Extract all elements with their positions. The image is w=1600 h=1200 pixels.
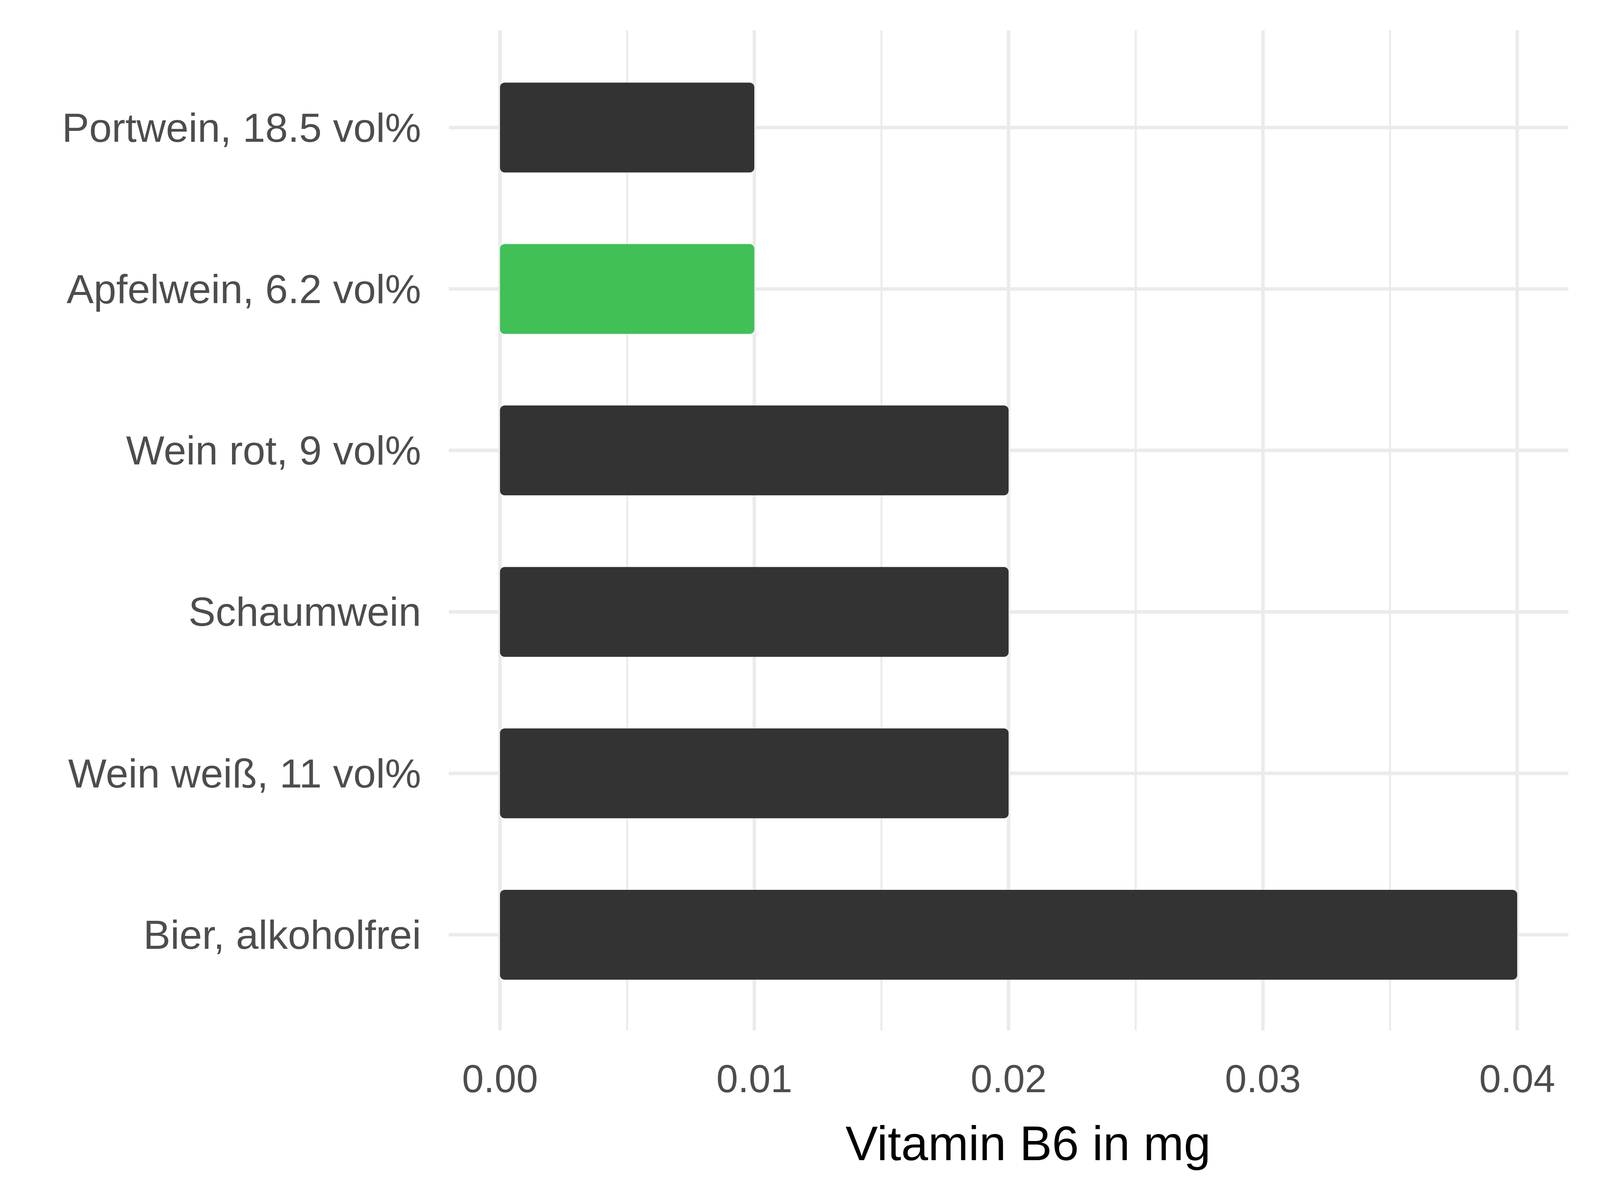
grid-line: [1007, 30, 1011, 1031]
grid-line: [498, 30, 502, 1031]
grid-line: [1261, 30, 1265, 1031]
tick-label: 0.03: [1225, 1056, 1302, 1101]
axis-title: Vitamin B6 in mg: [845, 1116, 1211, 1171]
bar: [500, 82, 755, 173]
tick-label: 0.00: [462, 1056, 539, 1101]
chart-svg: Portwein, 18.5 vol% Apfelwein, 6.2 vol% We…: [0, 0, 1600, 1200]
grid-line: [1515, 30, 1520, 1031]
bar: [500, 405, 1009, 496]
minor-grid-line: [1134, 30, 1137, 1031]
tick-labels: 0.00 0.01 0.02 0.03 0.04: [462, 1056, 1556, 1101]
minor-grid-line: [1389, 30, 1392, 1031]
grid-line: [752, 30, 757, 1031]
category-label: Bier, alkoholfrei: [143, 912, 422, 958]
category-label: Apfelwein, 6.2 vol%: [66, 266, 422, 312]
bar: [500, 728, 1009, 819]
tick-label: 0.02: [970, 1056, 1047, 1101]
category-label: Wein rot, 9 vol%: [126, 427, 422, 474]
minor-grid-line: [880, 30, 883, 1031]
category-labels: Portwein, 18.5 vol% Apfelwein, 6.2 vol% We…: [62, 105, 422, 958]
tick-label: 0.01: [716, 1056, 793, 1101]
tick-label: 0.04: [1479, 1056, 1556, 1101]
category-label: Portwein, 18.5 vol%: [62, 105, 422, 151]
bars: [500, 82, 1518, 981]
category-label: Schaumwein: [188, 589, 422, 635]
minor-grid-line: [626, 30, 629, 1031]
category-label: Wein weiß, 11 vol%: [67, 750, 422, 797]
grid: [448, 30, 1569, 1031]
bar: [500, 244, 755, 334]
bar: [500, 889, 1518, 980]
bar: [500, 566, 1009, 657]
chart-container: Portwein, 18.5 vol% Apfelwein, 6.2 vol% We…: [0, 0, 1600, 1200]
